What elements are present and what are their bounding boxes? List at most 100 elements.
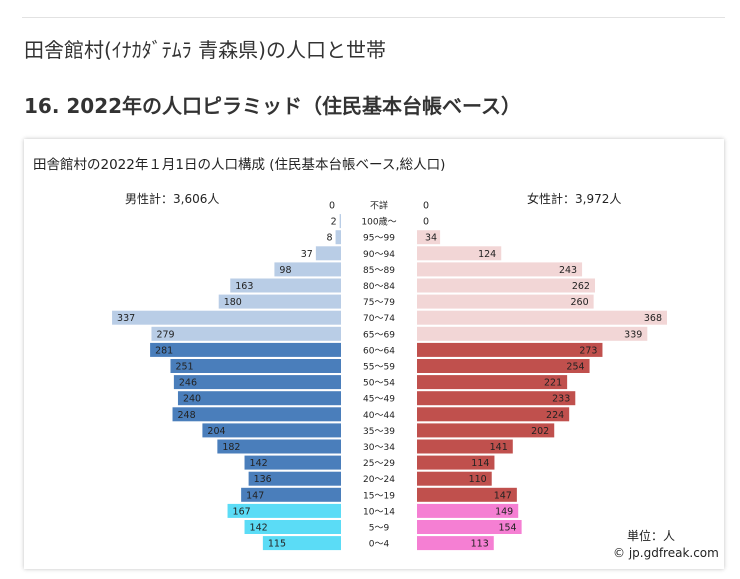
female-value-label: 149 <box>495 506 513 517</box>
female-bar <box>417 359 590 373</box>
female-bar <box>417 487 517 502</box>
age-label: 80～84 <box>363 282 395 292</box>
male-value-label: 37 <box>301 249 313 260</box>
female-bar <box>417 423 555 438</box>
male-value-label: 2 <box>331 217 337 228</box>
age-label: 15～19 <box>363 491 395 501</box>
male-bar <box>244 455 341 470</box>
male-value-label: 98 <box>279 265 291 276</box>
age-label: 35～39 <box>363 427 395 437</box>
female-value-label: 260 <box>570 297 588 308</box>
female-bar <box>417 503 519 518</box>
female-value-label: 0 <box>423 217 429 228</box>
female-value-label: 124 <box>478 249 496 260</box>
male-bar <box>177 391 341 406</box>
female-bar <box>417 310 667 325</box>
male-value-label: 337 <box>117 313 135 324</box>
age-label: 0～4 <box>369 540 390 550</box>
male-value-label: 0 <box>329 201 335 212</box>
male-value-label: 136 <box>254 474 272 485</box>
female-total-label: 女性計：3,972人 <box>527 192 622 206</box>
age-label: 65～69 <box>363 330 395 340</box>
male-total-label: 男性計：3,606人 <box>125 192 220 206</box>
top-divider <box>22 17 725 18</box>
female-bar <box>417 471 492 486</box>
male-value-label: 142 <box>250 523 268 534</box>
female-value-label: 34 <box>425 233 437 244</box>
female-value-label: 147 <box>494 490 512 501</box>
female-value-label: 233 <box>552 394 570 405</box>
female-value-label: 154 <box>498 523 516 534</box>
male-value-label: 248 <box>178 410 196 421</box>
female-value-label: 243 <box>559 265 577 276</box>
male-value-label: 147 <box>246 490 264 501</box>
female-value-label: 262 <box>572 281 590 292</box>
female-bar <box>417 326 648 341</box>
male-bar <box>170 359 341 373</box>
age-label: 50～54 <box>363 379 395 389</box>
female-bar <box>417 439 513 454</box>
male-value-label: 279 <box>156 329 174 340</box>
age-label: 95～99 <box>363 234 395 244</box>
age-label: 100歳～ <box>361 216 396 228</box>
age-label: 不詳 <box>370 200 388 212</box>
chart-title: 田舎館村の2022年１月1日の人口構成 (住民基本台帳ベース,総人口) <box>33 157 446 173</box>
age-label: 60～64 <box>363 346 395 356</box>
female-value-label: 202 <box>531 426 549 437</box>
male-bar <box>227 503 341 518</box>
credit-label: © jp.gdfreak.com <box>613 546 719 560</box>
female-value-label: 339 <box>624 329 642 340</box>
female-value-label: 141 <box>490 442 508 453</box>
male-value-label: 167 <box>233 506 251 517</box>
male-value-label: 163 <box>235 281 253 292</box>
male-value-label: 182 <box>222 442 240 453</box>
male-bar <box>151 326 341 341</box>
female-bar <box>417 262 583 277</box>
male-value-label: 115 <box>268 539 286 550</box>
male-value-label: 142 <box>250 458 268 469</box>
male-bar <box>150 342 341 357</box>
male-bar <box>173 375 341 390</box>
age-label: 5～9 <box>369 524 390 534</box>
age-label: 40～44 <box>363 411 395 421</box>
female-bar <box>417 391 576 406</box>
section-title: 16. 2022年の人口ピラミッド（住民基本台帳ベース） <box>24 94 522 118</box>
age-label: 25～29 <box>363 459 395 469</box>
female-value-label: 114 <box>471 458 489 469</box>
female-value-label: 368 <box>644 313 662 324</box>
female-value-label: 0 <box>423 201 429 212</box>
page-title: 田舎館村(ｲﾅｶﾀﾞﾃﾑﾗ 青森県)の人口と世帯 <box>24 38 386 62</box>
female-bar <box>417 375 568 390</box>
male-bar <box>217 439 341 454</box>
male-bar <box>244 520 341 534</box>
male-bar <box>262 536 341 551</box>
unit-label: 単位：人 <box>627 529 676 543</box>
female-bar <box>417 342 603 357</box>
female-bar <box>417 278 595 293</box>
male-value-label: 240 <box>183 394 201 405</box>
female-value-label: 221 <box>544 378 562 389</box>
female-bar <box>417 536 494 551</box>
female-bar <box>417 294 594 309</box>
age-label: 45～49 <box>363 395 395 405</box>
age-label: 20～24 <box>363 475 395 485</box>
male-bar <box>335 230 341 245</box>
female-bar <box>417 407 570 422</box>
male-bar <box>202 423 341 438</box>
male-value-label: 251 <box>175 362 193 373</box>
male-bar <box>230 278 341 293</box>
male-bar <box>315 246 341 261</box>
male-value-label: 204 <box>207 426 225 437</box>
male-bar <box>241 487 341 502</box>
male-bar <box>274 262 341 277</box>
male-bar <box>339 214 341 229</box>
chart-card <box>24 139 724 569</box>
female-value-label: 113 <box>471 539 489 550</box>
age-label: 55～59 <box>363 363 395 373</box>
female-value-label: 254 <box>566 362 584 373</box>
female-value-label: 110 <box>469 474 487 485</box>
female-bar <box>417 246 502 261</box>
male-bar <box>248 471 341 486</box>
male-bar <box>172 407 341 422</box>
